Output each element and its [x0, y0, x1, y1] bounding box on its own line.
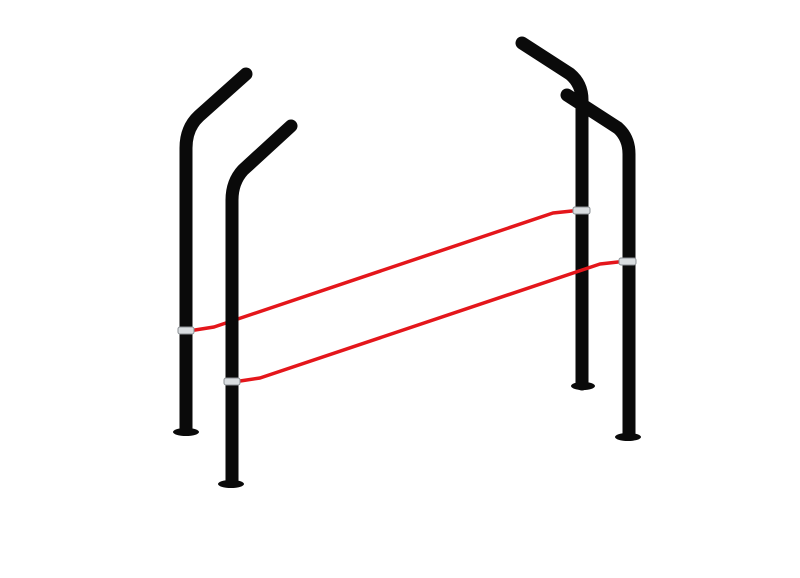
post-front-right	[560, 88, 641, 441]
rail-upper	[193, 209, 574, 332]
clamp-back-left	[177, 326, 195, 335]
rail-lower	[238, 260, 620, 383]
post-back-left	[173, 67, 253, 436]
clamp-front-right	[618, 257, 637, 266]
clamp-back-right	[572, 206, 591, 215]
clamp-front-left	[223, 377, 241, 386]
post-front-left	[218, 119, 298, 488]
